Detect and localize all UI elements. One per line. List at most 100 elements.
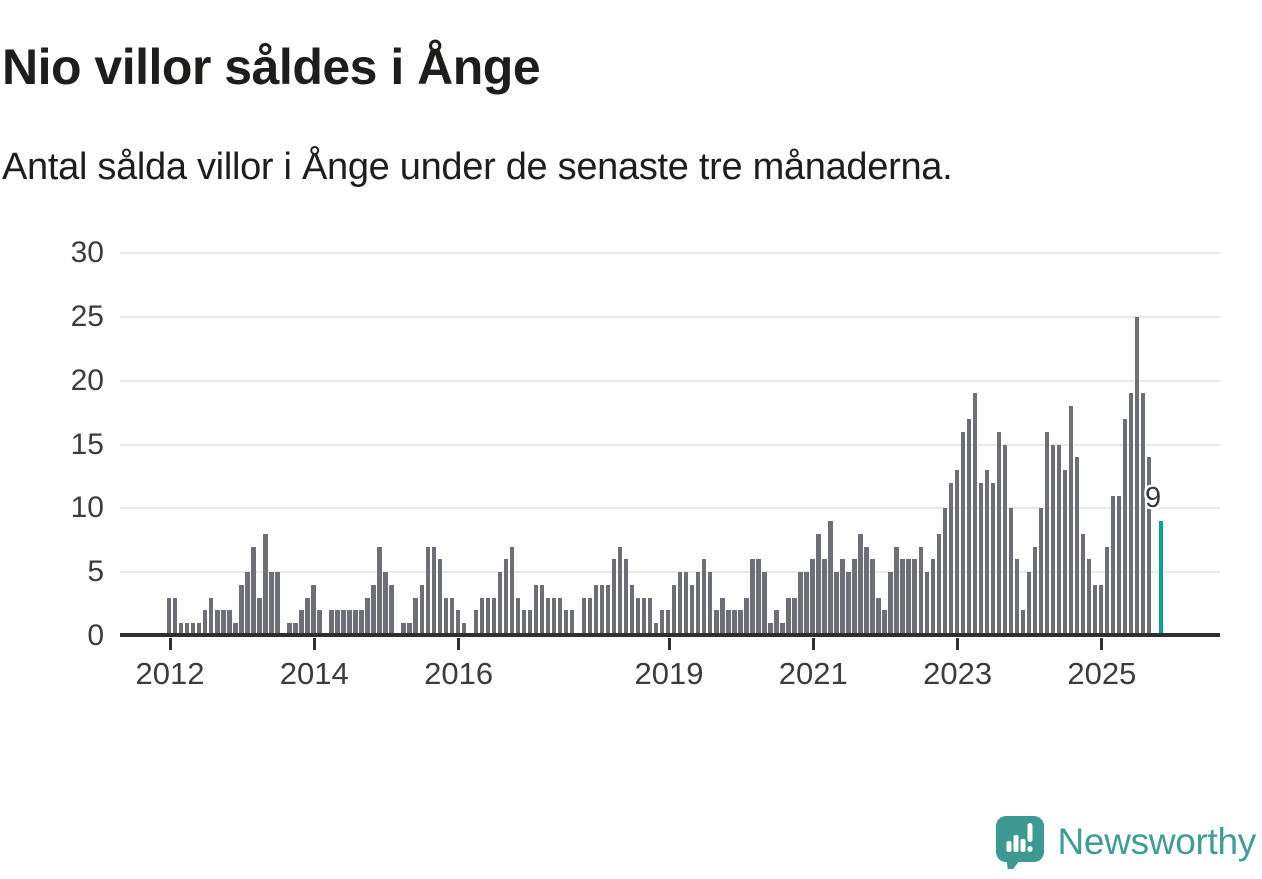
bar [768, 623, 773, 636]
bar [942, 508, 947, 636]
bar [1014, 559, 1020, 636]
bar [239, 584, 244, 636]
x-axis-label-2012: 2012 [135, 656, 205, 691]
bar [756, 559, 761, 636]
bar [738, 610, 743, 636]
y-axis-label-0: 0 [87, 619, 104, 652]
y-axis-label-25: 25 [70, 299, 104, 333]
bar [215, 610, 220, 636]
bar [629, 584, 635, 636]
gridline-y-20 [120, 379, 1220, 382]
bar [365, 597, 370, 636]
bar [653, 623, 659, 636]
x-axis-label-2025: 2025 [1067, 656, 1137, 691]
y-axis-label-30: 30 [70, 236, 104, 269]
newsworthy-logo[interactable]: Newsworthy [995, 815, 1256, 872]
bar-latest-highlight [1158, 521, 1164, 636]
gridline-y-10 [120, 507, 1220, 510]
bar [1110, 495, 1116, 636]
bar [858, 533, 863, 636]
bar [257, 597, 262, 636]
bar [605, 584, 611, 636]
bar [425, 546, 430, 636]
bar [732, 610, 737, 636]
bar [1026, 572, 1032, 636]
bar [1122, 418, 1128, 636]
bar [744, 597, 749, 636]
bar [960, 431, 965, 636]
bar [954, 470, 959, 636]
bar [1104, 546, 1110, 636]
bar [714, 610, 719, 636]
bar [359, 610, 364, 636]
bar [774, 610, 779, 636]
x-tick-2023 [956, 638, 960, 650]
bar [647, 597, 653, 636]
bar [1068, 406, 1074, 636]
bar [786, 597, 791, 636]
bar [299, 610, 304, 636]
bar [1008, 508, 1014, 636]
bar [678, 572, 683, 636]
bar [269, 572, 274, 636]
bar [377, 546, 382, 636]
x-axis-label-2019: 2019 [634, 656, 704, 691]
bar [497, 572, 503, 636]
bar [696, 572, 701, 636]
bar [810, 559, 815, 636]
bar [539, 584, 545, 636]
bar [888, 572, 893, 636]
bar [545, 597, 551, 636]
bar [912, 559, 917, 636]
gridline-y-15 [120, 443, 1220, 446]
bar [335, 610, 340, 636]
bar [990, 482, 996, 636]
bar [593, 584, 599, 636]
bar [1020, 610, 1026, 636]
bar [293, 623, 298, 636]
bar [533, 584, 539, 636]
x-tick-2012 [168, 638, 172, 650]
bar [762, 572, 767, 636]
chart-subtitle: Antal sålda villor i Ånge under de senas… [2, 146, 953, 188]
bar [822, 559, 827, 636]
bar [197, 623, 202, 636]
bar [750, 559, 755, 636]
bar [978, 482, 984, 636]
bar [347, 610, 352, 636]
bar [864, 546, 869, 636]
bar [1032, 546, 1038, 636]
bar [780, 623, 785, 636]
bar [1116, 495, 1122, 636]
bar [263, 533, 268, 636]
bar [828, 521, 833, 636]
bar [371, 584, 376, 636]
bar [233, 623, 238, 636]
bar [317, 610, 322, 636]
bar [437, 559, 442, 636]
bar [635, 597, 641, 636]
bar [287, 623, 292, 636]
bar [798, 572, 803, 636]
bar [1074, 457, 1080, 636]
bar [401, 623, 406, 636]
x-axis-line [120, 633, 1220, 637]
bar [882, 610, 887, 636]
bar [1002, 444, 1008, 636]
bar [353, 610, 358, 636]
bar [1062, 470, 1068, 636]
bar [455, 610, 460, 636]
bar [918, 546, 923, 636]
bar [900, 559, 905, 636]
bar [1044, 431, 1050, 636]
bar [1134, 316, 1140, 636]
x-tick-2019 [667, 638, 671, 650]
bar [906, 559, 911, 636]
bar [1080, 533, 1086, 636]
bar [690, 584, 695, 636]
bar [227, 610, 232, 636]
y-axis-label-10: 10 [70, 491, 104, 525]
bar [984, 470, 990, 636]
bar [936, 533, 941, 636]
y-axis-label-15: 15 [70, 427, 104, 461]
